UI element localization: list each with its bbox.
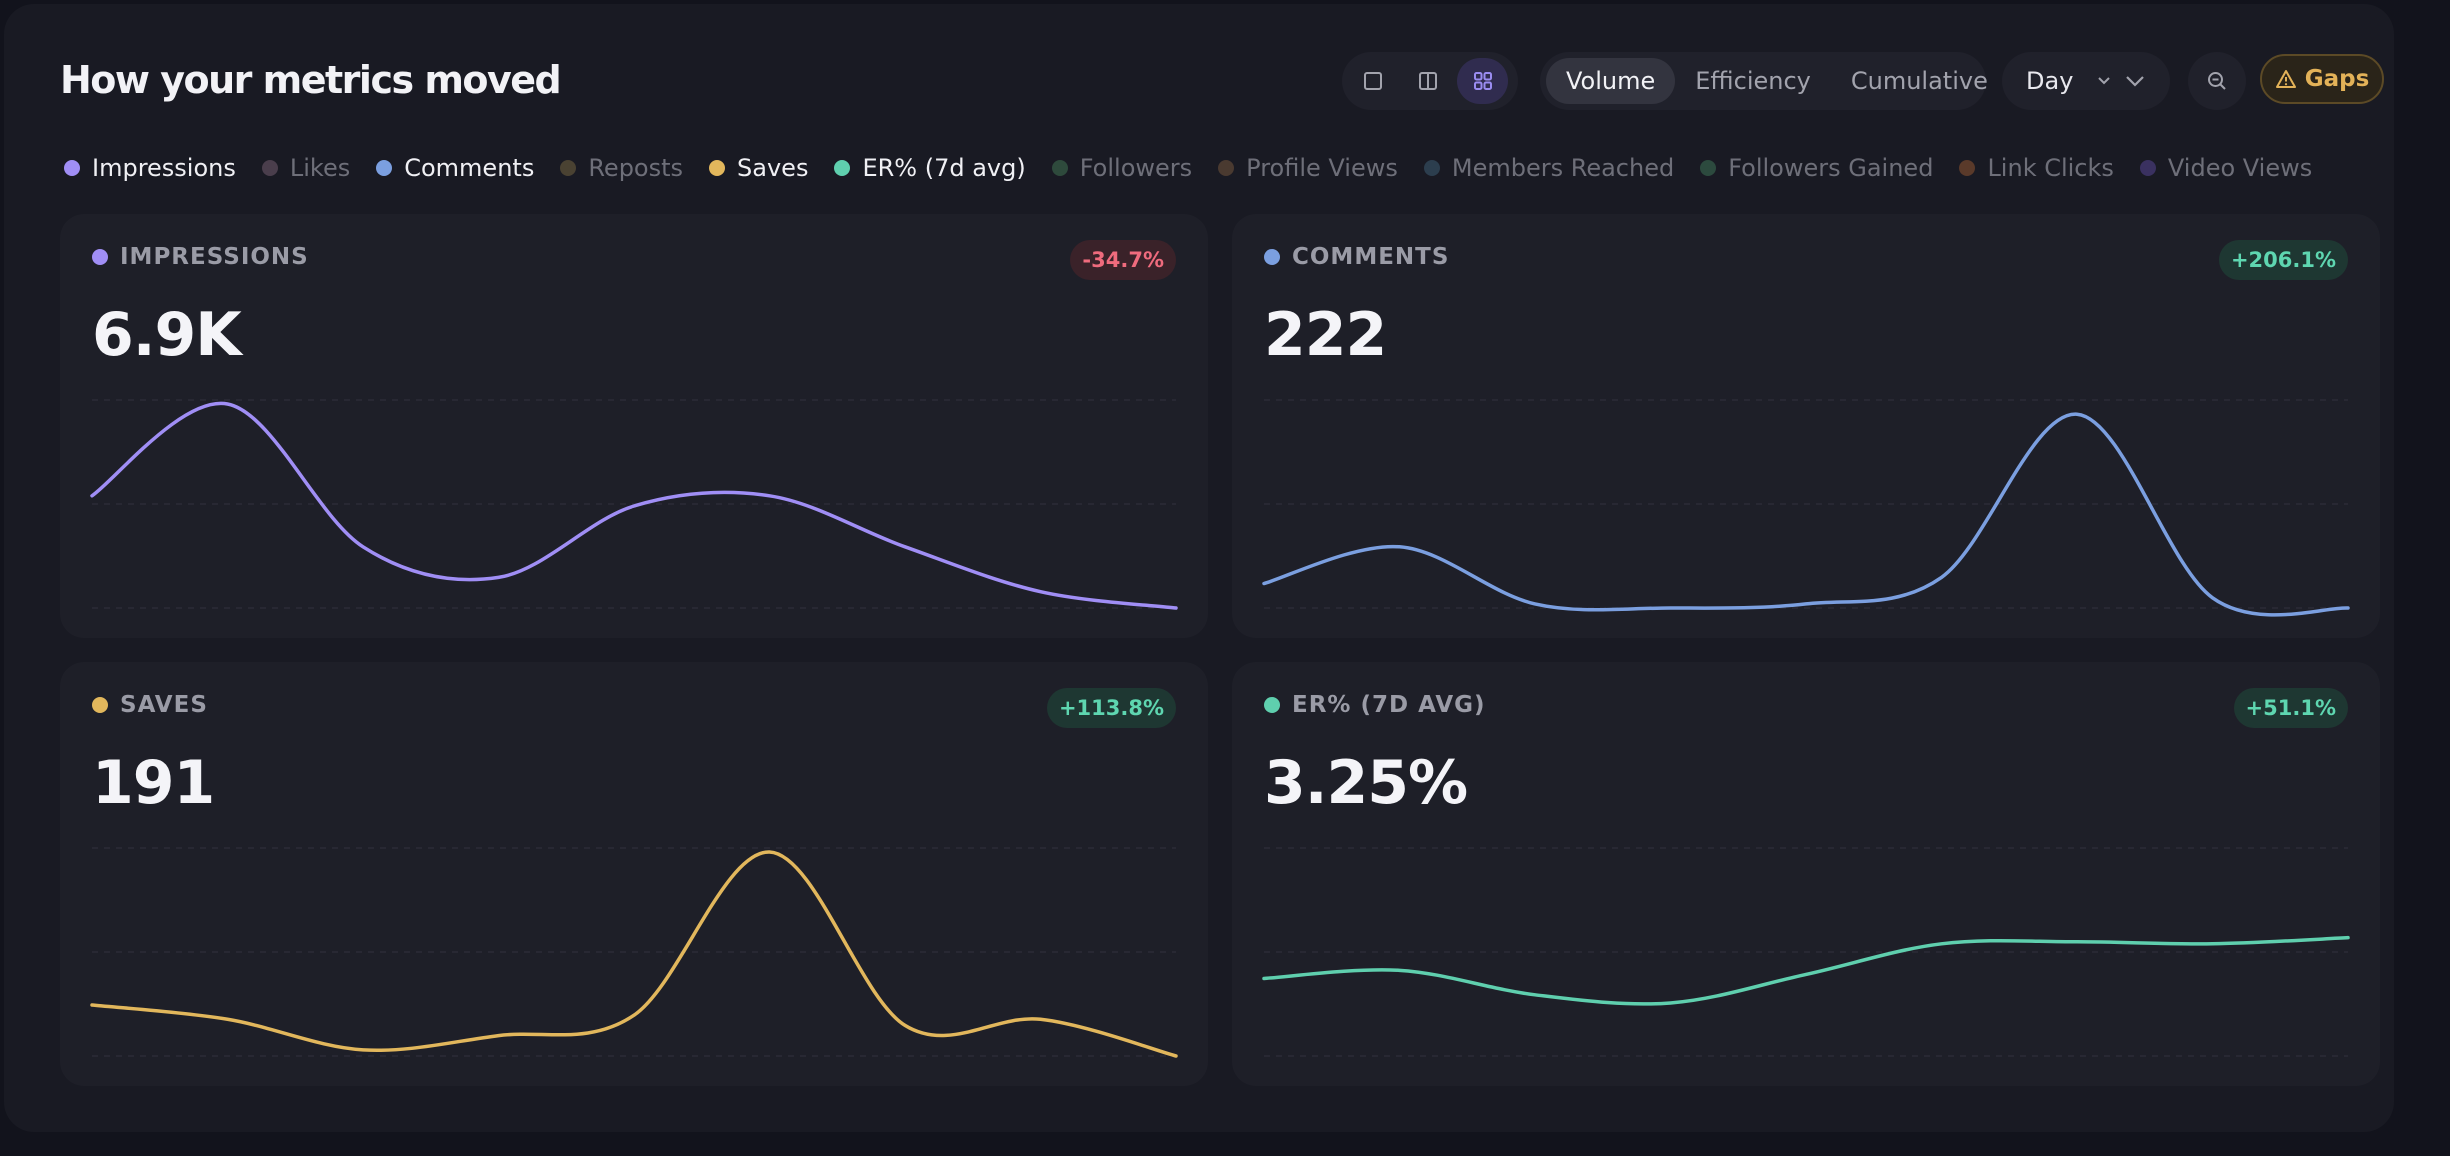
card-header: SAVES (92, 692, 208, 718)
legend-item[interactable]: Members Reached (1423, 154, 1675, 182)
card-dot (92, 697, 108, 713)
card-label: COMMENTS (1292, 244, 1450, 270)
legend-dot (1051, 160, 1068, 176)
legend-label: Profile Views (1246, 154, 1398, 182)
legend-item[interactable]: Profile Views (1218, 154, 1398, 182)
zoom-out-button[interactable] (2188, 52, 2246, 110)
series-line (90, 850, 1178, 1058)
change-badge: +51.1% (2233, 688, 2348, 728)
legend-dot (376, 160, 393, 176)
card-header: IMPRESSIONS (92, 244, 309, 270)
legend-label: Members Reached (1451, 154, 1675, 182)
legend-label: Saves (737, 154, 809, 182)
sparkline-chart (90, 847, 1178, 1058)
split-view-icon (1419, 72, 1437, 90)
metric-legend: Impressions Likes Comments Reposts Saves ER% … (64, 154, 2338, 182)
series-line (1262, 412, 2350, 617)
legend-label: Comments (404, 154, 535, 182)
legend-dot (1700, 160, 1717, 176)
legend-item[interactable]: Followers Gained (1700, 154, 1933, 182)
legend-dot (834, 160, 851, 176)
legend-label: ER% (7d avg) (862, 154, 1026, 182)
legend-label: Followers (1079, 154, 1193, 182)
chevron-down-icon (2126, 76, 2144, 87)
legend-label: Link Clicks (1987, 154, 2114, 182)
card-label: SAVES (120, 692, 208, 718)
single-view-button[interactable] (1348, 58, 1399, 104)
card-label: IMPRESSIONS (120, 244, 309, 270)
legend-dot (2139, 160, 2156, 176)
card-dot (1264, 249, 1280, 265)
sparkline-chart (90, 399, 1178, 610)
legend-dot (64, 160, 80, 176)
sparkline-chart (1262, 847, 2350, 1057)
metric-card-er[interactable]: ER% (7D AVG) 3.25% +51.1% (1232, 662, 2380, 1086)
gaps-label: Gaps (2304, 66, 2370, 92)
legend-dot (1423, 160, 1440, 176)
card-value: 191 (92, 748, 215, 818)
card-header: COMMENTS (1264, 244, 1449, 270)
series-line (1262, 935, 2350, 1006)
legend-item[interactable]: Link Clicks (1959, 154, 2114, 182)
card-value: 6.9K (92, 300, 242, 370)
legend-label: Likes (289, 154, 351, 182)
legend-label: Video Views (2167, 154, 2313, 182)
legend-dot (261, 160, 278, 176)
legend-item[interactable]: Reposts (560, 154, 683, 182)
change-badge: +113.8% (1046, 688, 1176, 728)
legend-item[interactable]: Likes (261, 154, 351, 182)
card-dot (92, 249, 108, 265)
warning-icon (2275, 70, 2296, 88)
legend-label: Impressions (92, 154, 236, 182)
legend-label: Reposts (588, 154, 684, 182)
tab-efficiency[interactable]: Efficiency (1695, 67, 1811, 95)
granularity-label: Day (2026, 67, 2074, 95)
page-title: How your metrics moved (60, 58, 562, 102)
metric-card-comments[interactable]: COMMENTS 222 +206.1% (1232, 214, 2380, 638)
metrics-panel: How your metrics moved (4, 4, 2394, 1132)
change-badge: +206.1% (2218, 240, 2348, 280)
card-label: ER% (7D AVG) (1292, 692, 1486, 718)
legend-item[interactable]: Video Views (2139, 154, 2313, 182)
chevron-down-icon (2098, 77, 2110, 85)
legend-label: Followers Gained (1728, 154, 1934, 182)
tab-volume[interactable]: Volume (1546, 58, 1676, 104)
sparkline-chart (1262, 399, 2350, 617)
legend-item[interactable]: Comments (376, 154, 534, 182)
legend-dot (1959, 160, 1976, 176)
card-value: 3.25% (1264, 748, 1468, 818)
card-header: ER% (7D AVG) (1264, 692, 1486, 718)
grid-view-icon (1473, 72, 1492, 90)
card-dot (1264, 697, 1280, 713)
grid-view-button[interactable] (1457, 58, 1509, 104)
granularity-select[interactable]: Day (2002, 52, 2170, 110)
split-view-button[interactable] (1403, 58, 1454, 104)
legend-dot (560, 160, 577, 176)
card-value: 222 (1264, 300, 1387, 370)
legend-item[interactable]: ER% (7d avg) (834, 154, 1026, 182)
series-line (90, 401, 1178, 610)
single-view-icon (1364, 72, 1383, 90)
zoom-out-icon (2208, 72, 2226, 90)
legend-dot (709, 160, 726, 176)
mode-tabs: Volume Efficiency Cumulative (1540, 52, 1988, 110)
tab-cumulative[interactable]: Cumulative (1850, 67, 1988, 95)
gaps-button[interactable]: Gaps (2260, 54, 2384, 104)
metric-card-impressions[interactable]: IMPRESSIONS 6.9K -34.7% (60, 214, 1208, 638)
legend-item[interactable]: Followers (1051, 154, 1193, 182)
view-switcher (1342, 52, 1518, 110)
legend-item[interactable]: Saves (709, 154, 808, 182)
change-badge: -34.7% (1070, 240, 1176, 280)
metric-card-saves[interactable]: SAVES 191 +113.8% (60, 662, 1208, 1086)
legend-dot (1218, 160, 1235, 176)
legend-item[interactable]: Impressions (64, 154, 236, 182)
